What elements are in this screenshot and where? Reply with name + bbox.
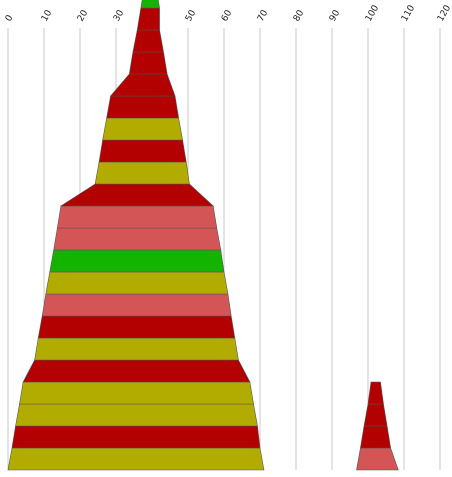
bar-segment (98, 139, 187, 163)
x-tick-label: 100 (364, 3, 381, 23)
bar-segment (140, 0, 160, 9)
bar-segment (34, 337, 239, 361)
bar-segment (7, 447, 265, 471)
bar-segment (11, 425, 261, 449)
bar-segment (367, 381, 384, 405)
x-tick-labels: 0102030405060708090100110120 (4, 3, 452, 23)
bar-segment (109, 73, 176, 97)
x-tick-label: 60 (220, 8, 235, 23)
bar-stacks (7, 0, 399, 471)
bar-segment (45, 271, 229, 295)
x-tick-label: 110 (400, 3, 417, 23)
bar-segment (37, 315, 236, 339)
bar-segment (41, 293, 232, 317)
stack-2 (356, 381, 399, 471)
bar-segment (106, 95, 179, 119)
x-tick-label: 90 (328, 8, 343, 23)
stack-1 (7, 0, 265, 471)
bar-segment (94, 161, 190, 185)
x-tick-label: 30 (112, 8, 127, 23)
bar-segment (132, 29, 164, 53)
bar-segment (59, 183, 214, 207)
bar-segment (360, 425, 392, 449)
bar-segment (136, 7, 160, 31)
bar-segment (53, 227, 222, 251)
x-tick-label: 20 (76, 8, 91, 23)
x-tick-label: 0 (4, 13, 16, 23)
x-tick-label: 70 (256, 8, 271, 23)
x-tick-label: 80 (292, 8, 307, 23)
x-tick-label: 120 (436, 3, 452, 23)
bar-segment (102, 117, 183, 141)
bar-segment (49, 249, 225, 273)
bar-segment (19, 381, 254, 405)
bar-segment (363, 403, 388, 427)
bar-segment (15, 403, 258, 427)
bar-segment (56, 205, 218, 229)
x-tick-label: 50 (184, 8, 199, 23)
x-tick-label: 10 (40, 8, 55, 23)
bar-segment (22, 359, 251, 383)
bar-segment (128, 51, 168, 75)
bar-segment (356, 447, 399, 471)
